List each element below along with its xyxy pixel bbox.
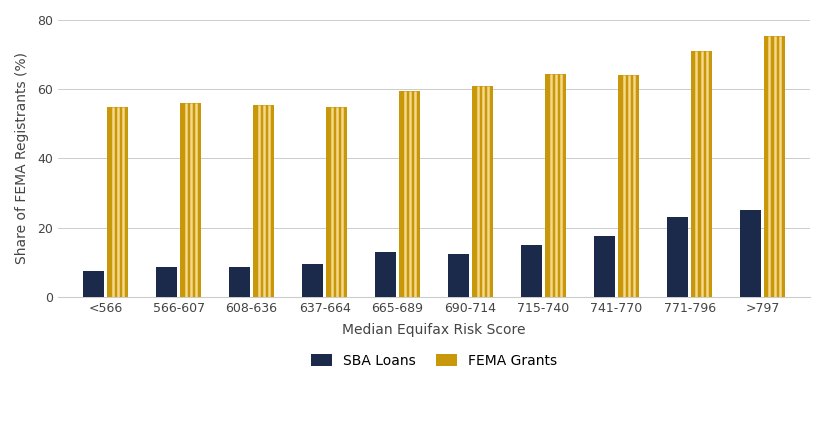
Bar — [619, 75, 639, 297]
Bar — [253, 105, 274, 297]
Bar — [399, 91, 420, 297]
Bar — [302, 264, 323, 297]
Bar — [594, 236, 615, 297]
Bar — [157, 267, 177, 297]
Y-axis label: Share of FEMA Registrants (%): Share of FEMA Registrants (%) — [15, 53, 29, 264]
Bar — [375, 252, 396, 297]
Bar — [448, 253, 469, 297]
Bar — [667, 217, 688, 297]
Bar — [83, 271, 104, 297]
Bar — [765, 36, 785, 297]
Bar — [229, 267, 250, 297]
Bar — [107, 107, 128, 297]
Bar — [521, 245, 542, 297]
Bar — [327, 107, 346, 297]
Bar — [691, 51, 712, 297]
Bar — [545, 74, 566, 297]
Bar — [181, 103, 201, 297]
X-axis label: Median Equifax Risk Score: Median Equifax Risk Score — [342, 323, 526, 337]
Bar — [740, 210, 761, 297]
Bar — [473, 86, 493, 297]
Legend: SBA Loans, FEMA Grants: SBA Loans, FEMA Grants — [311, 354, 558, 368]
